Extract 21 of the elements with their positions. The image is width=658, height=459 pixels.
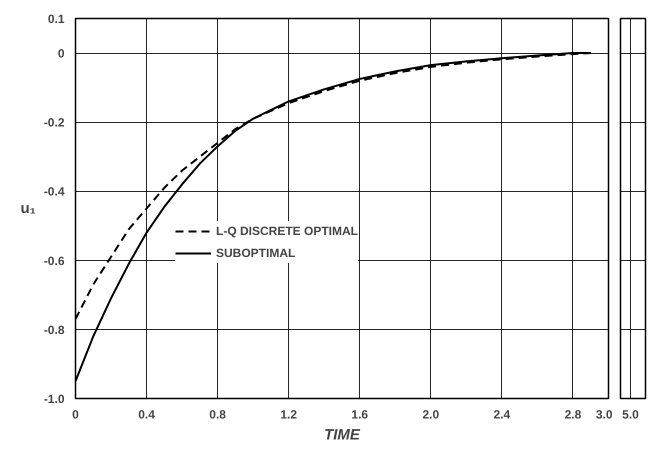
y-tick-label: -0.4: [44, 184, 65, 199]
x-tick-label: 0.8: [209, 408, 226, 422]
legend-label: SUBOPTIMAL: [216, 246, 296, 260]
x-tick-label: 2.0: [422, 408, 440, 422]
y-tick-label: -0.2: [44, 116, 65, 130]
x-tick-label: 0: [72, 408, 80, 422]
x-tick-label: 3.0: [596, 408, 613, 422]
x-tick-label: 1.6: [351, 408, 368, 422]
x-axis-title: TIME: [324, 426, 361, 444]
y-axis-title: u₁: [20, 200, 36, 217]
y-tick-label: -0.6: [44, 254, 65, 268]
x-tick-label: 2.4: [494, 408, 511, 422]
x-tick-label: 1.2: [280, 408, 298, 422]
y-tick-label: -0.8: [44, 322, 65, 337]
x-tick-label: 2.8: [564, 408, 582, 422]
y-tick-label: 0.1: [48, 12, 65, 26]
y-tick-label: 0: [58, 46, 65, 61]
x-tick-label: 0.4: [138, 408, 156, 422]
text: 5.0: [622, 408, 640, 422]
y-tick-label: -1.0: [44, 392, 65, 406]
legend-label: L-Q DISCRETE OPTIMAL: [216, 224, 358, 238]
